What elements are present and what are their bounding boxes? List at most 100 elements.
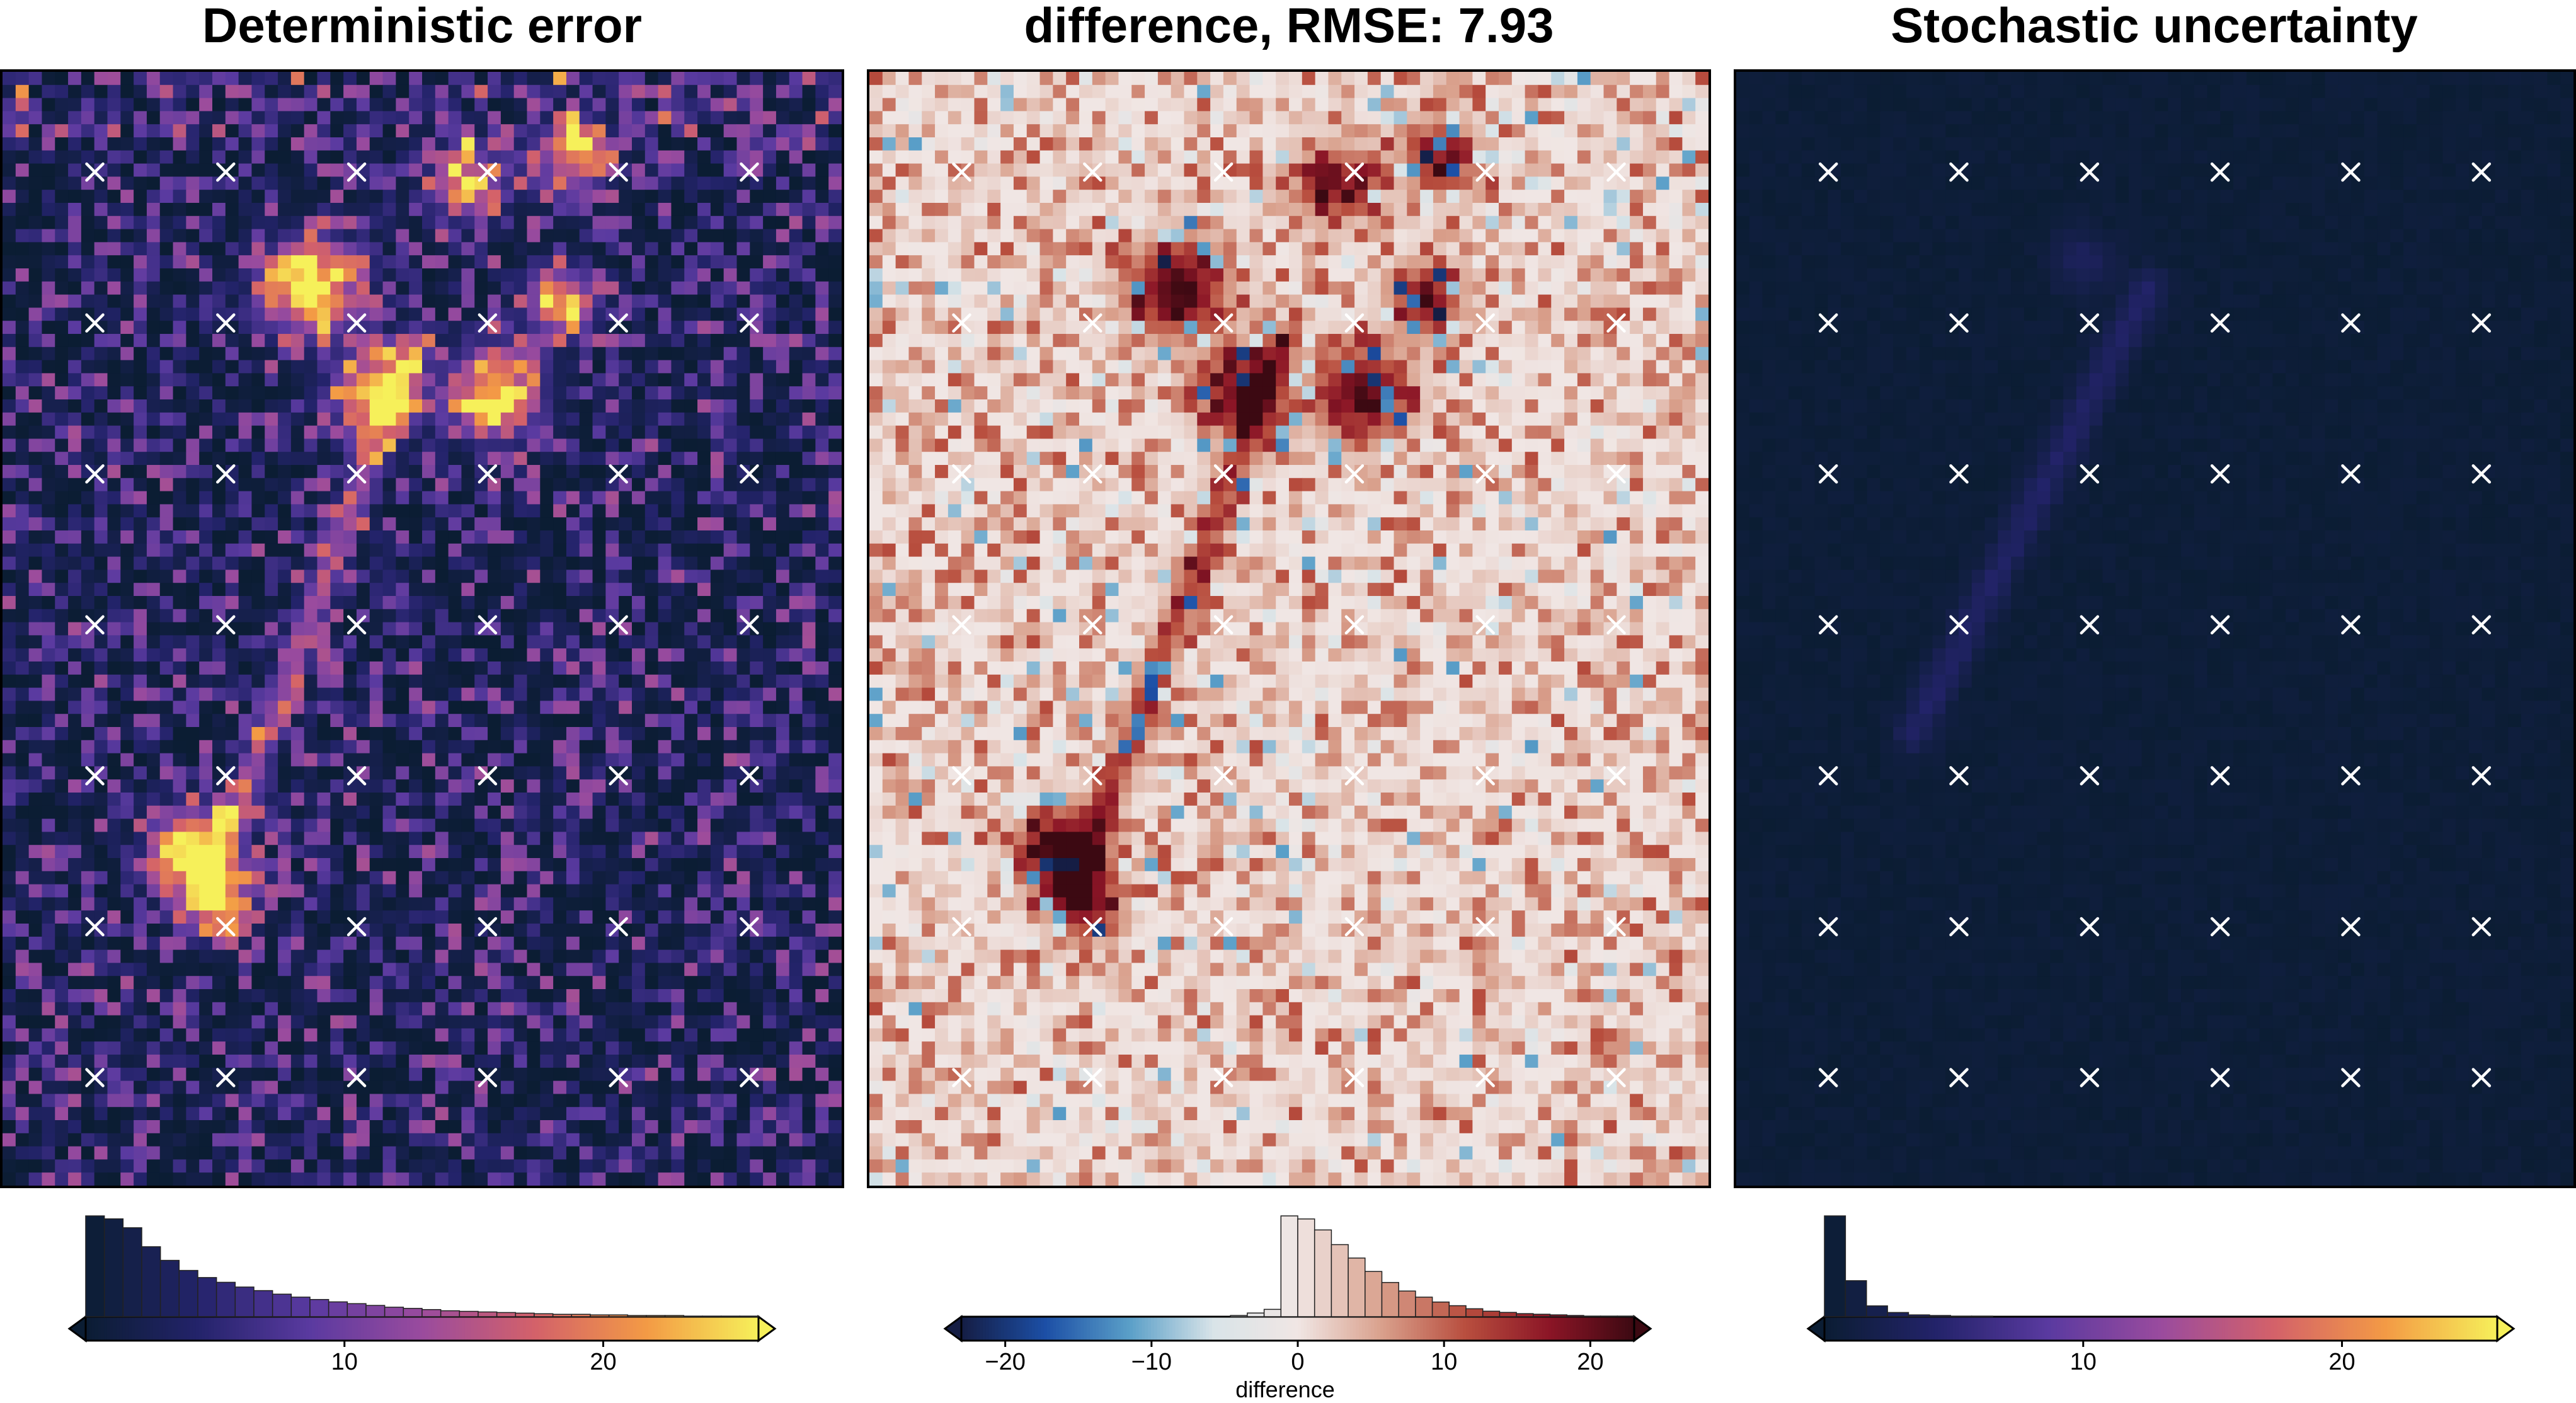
heatmap-cell [290,753,305,767]
heatmap-cell [540,701,554,714]
heatmap-cell [68,570,82,583]
heatmap-cell [173,1080,186,1094]
heatmap-cell [238,753,253,767]
heatmap-cell [199,609,213,623]
heatmap-cell [107,976,121,990]
heatmap-cell [540,242,554,256]
heatmap-cell [488,674,501,689]
heatmap-cell [186,504,200,518]
heatmap-cell [605,307,619,321]
heatmap-cell [435,897,449,911]
heatmap-cell [422,583,436,597]
heatmap-cell [369,137,384,151]
heatmap-cell [28,714,43,728]
heatmap-cell [658,687,672,701]
heatmap-cell [697,373,711,387]
heatmap-cell [238,805,253,820]
heatmap-cell [671,674,685,689]
heatmap-cell [55,609,69,623]
heatmap-cell [81,111,95,125]
heatmap-cell [212,229,226,243]
heatmap-cell [579,989,593,1003]
heatmap-cell [474,412,488,427]
heatmap-cell [644,203,659,217]
heatmap-cell [736,425,750,439]
heatmap-cell [396,635,409,649]
heatmap-cell [107,910,121,924]
heatmap-cell [500,1041,515,1055]
heatmap-cell [763,1067,777,1082]
heatmap-cell [382,229,396,243]
heatmap-cell [605,491,619,505]
heatmap-cell [94,399,108,413]
heatmap-cell [474,805,488,820]
heatmap-cell [802,72,816,86]
heatmap-cell [369,740,384,754]
heatmap-cell [684,910,698,924]
heatmap-cell [710,176,724,190]
heatmap-cell [317,307,331,321]
heatmap-cell [146,281,161,295]
heatmap-cell [28,884,43,898]
heatmap-cell [396,779,409,793]
heatmap-cell [369,805,384,820]
heatmap-cell [173,556,186,570]
heatmap-cell [710,989,724,1003]
heatmap-cell [435,176,449,190]
heatmap-cell [290,478,305,492]
heatmap-cell [212,137,226,151]
heatmap-cell [632,793,646,806]
heatmap-cell [763,766,777,780]
heatmap-cell [186,1041,200,1055]
heatmap-cell [671,504,685,518]
heatmap-cell [697,84,711,99]
heatmap-cell [750,98,764,112]
heatmap-cell [671,346,685,361]
heatmap-cell [828,687,842,701]
heatmap-cell [251,98,265,112]
heatmap-cell [736,910,750,924]
heatmap-cell [199,963,213,976]
heatmap-cell [448,150,462,164]
heatmap-cell [592,386,606,400]
heatmap-cell [68,596,82,610]
heatmap-cell [42,1041,55,1055]
heatmap-cell [290,635,305,649]
heatmap-cell [409,884,423,898]
heatmap-cell [815,884,829,898]
heatmap-cell [42,373,55,387]
heatmap-cell [409,910,423,924]
heatmap-cell [422,1080,436,1094]
heatmap-cell [684,871,698,885]
heatmap-cell [684,661,698,675]
heatmap-cell [658,871,672,885]
heatmap-cell [120,491,134,505]
heatmap-cell [592,936,606,951]
heatmap-cell [710,84,724,99]
heatmap-cell [789,936,803,951]
heatmap-cell [619,766,633,780]
heatmap-cell [632,674,646,689]
heatmap-cell [448,648,462,662]
heatmap-cell [632,949,646,963]
heatmap-cell [81,399,95,413]
heatmap-cell [146,478,161,492]
heatmap-cell [330,1028,344,1042]
heatmap-cell [186,753,200,767]
heatmap-cell [605,910,619,924]
heatmap-cell [265,674,278,689]
heatmap-cell [579,884,593,898]
heatmap-cell [55,1055,69,1068]
heatmap-cell [579,360,593,374]
heatmap-cell [710,465,724,479]
heatmap-cell [68,504,82,518]
heatmap-cell [251,976,265,990]
heatmap-cell [68,818,82,832]
heatmap-cell [684,321,698,335]
heatmap-cell [736,517,750,531]
heatmap-cell [802,504,816,518]
heatmap-cell [513,1055,528,1068]
heatmap-cell [723,832,738,845]
heatmap-cell [120,832,134,845]
heatmap-cell [605,596,619,610]
